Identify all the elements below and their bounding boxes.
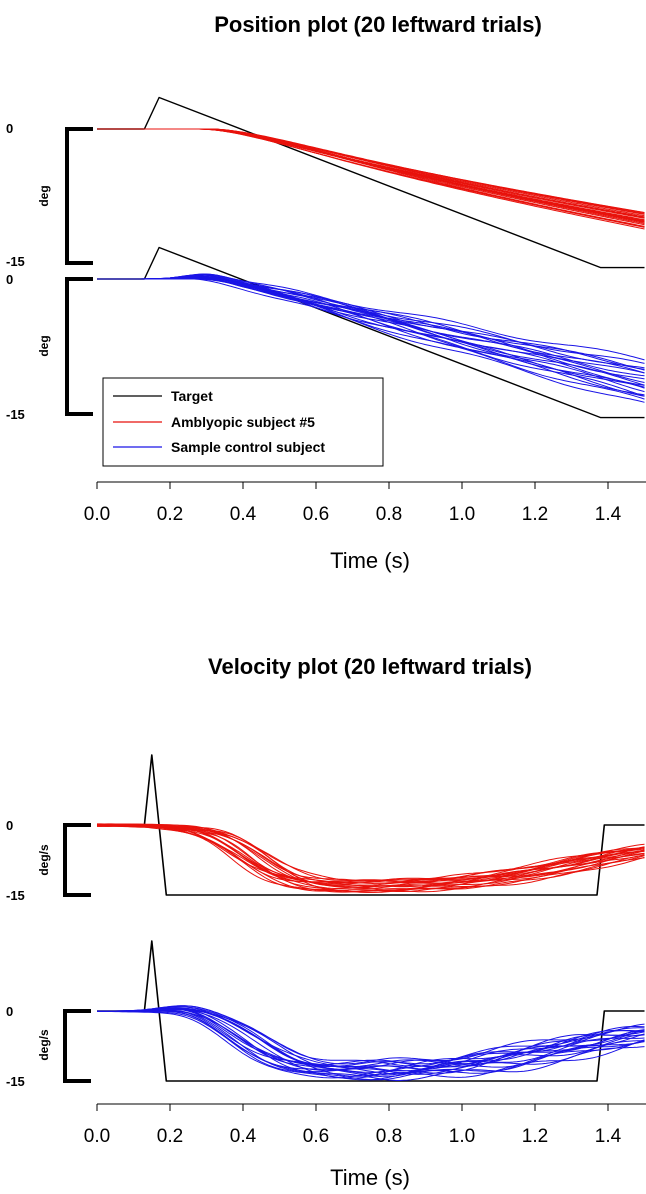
velocity-control-trace [97,1010,645,1079]
position-x-axis: 0.0 0.2 0.4 0.6 0.8 1.0 1.2 1.4 [84,481,646,525]
legend-label-amblyopic: Amblyopic subject #5 [171,414,315,430]
position-control-trace [97,274,645,393]
velocity-amblyopic-trace [96,823,645,889]
position-control-trace [97,276,645,374]
position-tick-label: 0.4 [230,504,257,525]
velocity-tick-label: 1.0 [449,1126,475,1147]
velocity-tick-label: 0.6 [303,1126,329,1147]
position-scale-top-amblyopic: 0 [6,121,13,136]
velocity-control-trace [96,1010,645,1076]
velocity-xlabel: Time (s) [330,1165,410,1190]
velocity-amblyopic-trace [96,823,645,887]
position-scale-bottom-control: -15 [6,407,25,422]
velocity-tick-label: 0.0 [84,1126,110,1147]
position-tick-label: 1.4 [595,504,622,525]
legend-label-target: Target [171,388,213,404]
velocity-control-trace [97,1007,645,1081]
position-bracket-amblyopic [65,127,93,265]
velocity-amblyopic-trace [96,823,645,893]
velocity-tick-label: 0.2 [157,1126,183,1147]
position-control-trace [97,274,645,386]
position-tick-label: 0.8 [376,504,402,525]
legend-label-control: Sample control subject [171,439,325,455]
velocity-amblyopic-trace [96,823,645,889]
velocity-scale-bottom-amblyopic: -15 [6,888,25,903]
position-tick-label: 0.0 [84,504,110,525]
velocity-tick-label: 0.8 [376,1126,402,1147]
position-scale-bar-control: 0 -15 deg [6,272,93,422]
position-target-trace [97,96,645,269]
position-tick-label: 1.2 [522,504,548,525]
velocity-bracket-control [63,1009,91,1083]
position-amblyopic-trace [97,128,645,228]
position-scale-bar-amblyopic: 0 -15 deg [6,121,93,269]
velocity-amblyopic-trace [96,823,645,889]
velocity-scale-top-amblyopic: 0 [6,818,13,833]
velocity-scale-bar-amblyopic: 0 -15 deg/s [6,818,91,903]
velocity-tick-label: 1.2 [522,1126,548,1147]
position-control-trace [97,276,645,397]
position-traces [97,96,645,419]
position-tick-label: 0.6 [303,504,329,525]
velocity-scale-bar-control: 0 -15 deg/s [6,1004,91,1089]
velocity-amblyopic-trace [96,823,645,893]
velocity-chart: Velocity plot (20 leftward trials) 0 -15… [6,654,646,1190]
position-unit-amblyopic: deg [37,185,51,206]
velocity-amblyopic-trace [96,823,645,884]
velocity-scale-top-control: 0 [6,1004,13,1019]
velocity-scale-bottom-control: -15 [6,1074,25,1089]
position-amblyopic-trace [97,128,645,218]
velocity-tick-label: 0.4 [230,1126,257,1147]
position-unit-control: deg [37,335,51,356]
velocity-control-trace [96,1008,645,1073]
position-scale-bottom-amblyopic: -15 [6,254,25,269]
position-control-trace [97,276,645,400]
position-control-trace [97,277,645,386]
position-tick-label: 0.2 [157,504,183,525]
velocity-amblyopic-trace [96,824,645,886]
velocity-traces [96,754,645,1082]
velocity-control-trace [96,1009,645,1069]
velocity-unit-amblyopic: deg/s [37,844,51,876]
position-control-trace [97,278,645,403]
position-title: Position plot (20 leftward trials) [214,12,542,37]
velocity-amblyopic-trace [96,823,645,888]
velocity-tick-label: 1.4 [595,1126,622,1147]
position-scale-top-control: 0 [6,272,13,287]
velocity-x-axis: 0.0 0.2 0.4 0.6 0.8 1.0 1.2 1.4 [84,1103,646,1147]
velocity-control-trace [97,1007,645,1077]
position-control-trace [97,273,645,371]
position-amblyopic-trace [97,128,645,225]
position-xlabel: Time (s) [330,548,410,573]
position-legend: Target Amblyopic subject #5 Sample contr… [102,377,384,467]
velocity-control-trace [97,1008,645,1068]
velocity-unit-control: deg/s [37,1029,51,1061]
velocity-control-trace [97,1005,645,1067]
position-amblyopic-trace [97,128,645,228]
position-chart: Position plot (20 leftward trials) 0 -15… [6,12,646,573]
velocity-bracket-amblyopic [63,823,91,897]
velocity-title: Velocity plot (20 leftward trials) [208,654,532,679]
position-bracket-control [65,277,93,416]
position-tick-label: 1.0 [449,504,475,525]
velocity-control-trace [96,1010,645,1075]
